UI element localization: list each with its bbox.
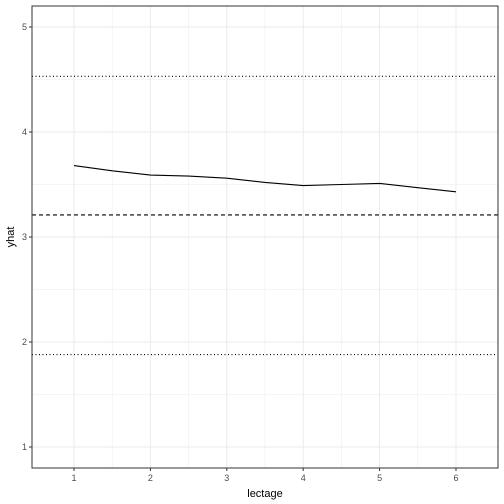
x-tick-label: 6 [453,473,458,483]
series-group [73,165,457,193]
y-tick-label: 4 [22,127,27,137]
major-gridlines [32,6,498,468]
x-axis-title: lectage [247,488,282,500]
x-tick-label: 3 [224,473,229,483]
y-tick-label: 5 [22,22,27,32]
reference-lines [32,75,498,356]
series-line [73,165,457,193]
y-axis-ticks: 1 2 3 4 5 [22,22,32,452]
y-tick-label: 2 [22,337,27,347]
x-tick-label: 1 [72,473,77,483]
x-tick-label: 4 [301,473,306,483]
y-tick-label: 1 [22,442,27,452]
y-tick-label: 3 [22,232,27,242]
x-axis-ticks: 1 2 3 4 5 6 [72,468,458,483]
x-tick-label: 2 [148,473,153,483]
y-axis-title: yhat [5,227,17,248]
x-tick-label: 5 [377,473,382,483]
